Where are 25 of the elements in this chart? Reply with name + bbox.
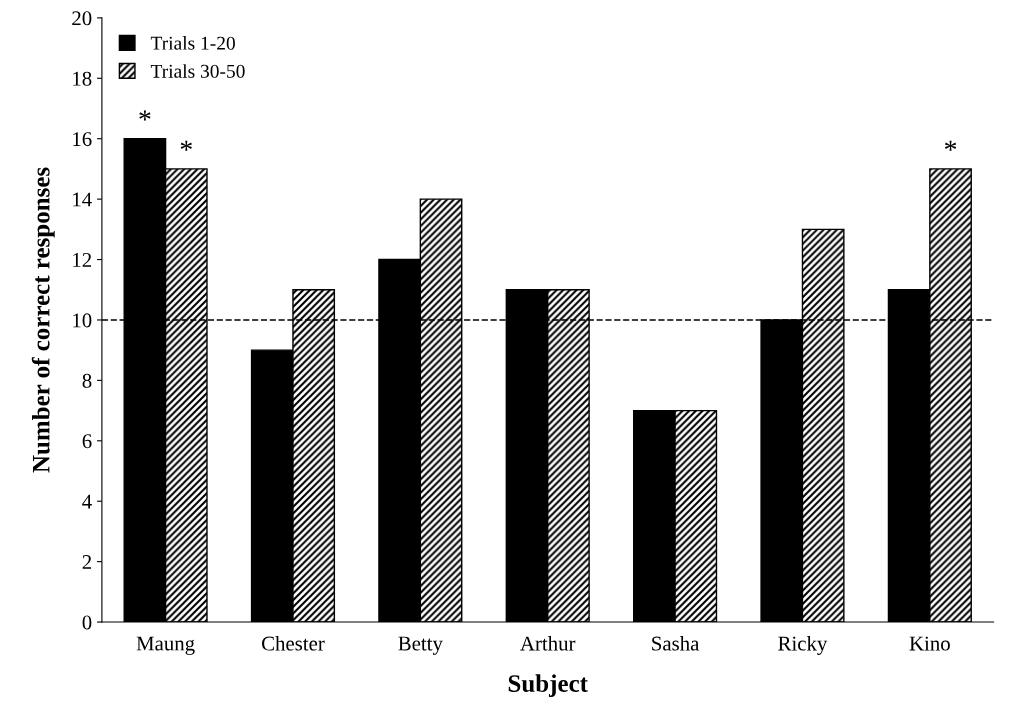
y-tick-label: 8 [82,373,92,388]
y-tick-label: 12 [73,252,92,267]
x-tick-label: Chester [262,635,325,651]
x-tick-label: Maung [136,636,195,655]
x-axis-title: Subject [508,674,588,698]
annotation: * [180,140,192,151]
y-tick-label: 14 [73,192,92,207]
legend-label: Trials 1-20 [150,36,235,50]
x-tick-label: Arthur [520,635,576,651]
legend-label: Trials 30-50 [150,64,245,78]
y-tick-label: 18 [73,71,92,86]
y-tick-label: 16 [73,132,92,147]
y-axis-title: Number of correct responses [31,167,55,473]
x-tick-label: Ricky [778,635,828,655]
y-tick-label: 4 [82,494,92,509]
y-tick-label: 20 [72,11,92,26]
annotation: * [139,110,151,121]
x-tick-label: Sasha [652,635,700,651]
x-tick-label: Betty [398,636,443,655]
y-tick-label: 6 [82,434,92,449]
y-tick-label: 0 [82,615,92,630]
x-tick-label: Kino [909,636,950,651]
y-tick-label: 10 [73,313,92,328]
annotation: * [944,140,957,151]
y-tick-label: 2 [82,555,92,569]
